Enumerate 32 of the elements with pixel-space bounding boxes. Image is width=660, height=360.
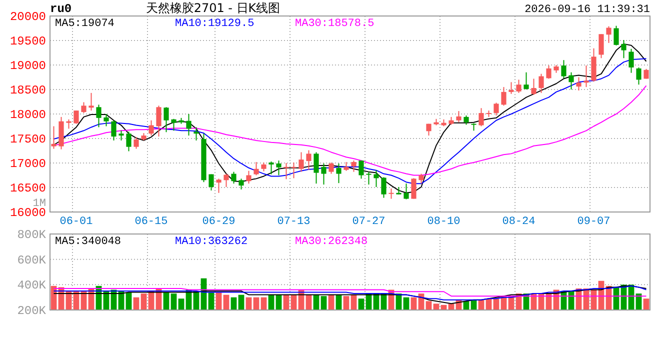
x-tick-label: 08-10 xyxy=(427,216,460,228)
chart-subtitle: 2026-09-16 11:39:31 xyxy=(524,4,650,16)
line-series xyxy=(53,288,647,297)
x-tick-label: 06-29 xyxy=(202,216,236,228)
text: MA30:18578.5 xyxy=(295,18,374,30)
text: MA5:19074 xyxy=(55,18,115,30)
text: MA10:19129.5 xyxy=(175,18,254,30)
y-tick-label: 17500 xyxy=(10,132,46,146)
y-tick-label: 19000 xyxy=(10,59,46,73)
y-tick-label: 200K xyxy=(17,304,47,318)
y-tick-label: 600K xyxy=(17,253,47,268)
y-tick-label: 16500 xyxy=(10,182,46,196)
y-tick-label: 400K xyxy=(17,278,47,293)
x-tick-label: 08-24 xyxy=(502,216,536,228)
x-tick-label: 06-01 xyxy=(60,216,94,228)
x-tick-label: 07-27 xyxy=(352,216,386,228)
y-tick-label: 17000 xyxy=(10,157,46,171)
text: MA5:340048 xyxy=(55,236,122,248)
text: MA10:363262 xyxy=(175,236,248,248)
x-tick-label: 09-07 xyxy=(577,216,610,228)
annotation: ru0 xyxy=(50,2,72,16)
y-tick-label: 16000 xyxy=(10,206,46,220)
y-tick-label: 800K xyxy=(17,228,47,242)
x-tick-label: 06-15 xyxy=(134,216,168,228)
x-tick-label: 07-13 xyxy=(277,216,310,228)
y-tick-label: 18500 xyxy=(10,84,46,98)
text: MA30:262348 xyxy=(295,236,368,248)
y-tick-label: 20000 xyxy=(10,10,46,24)
y-tick-label: 18000 xyxy=(10,108,46,122)
y-tick-label: 19500 xyxy=(10,34,46,48)
chart-title: 天然橡胶2701 - 日K线图 xyxy=(146,1,280,15)
line-series xyxy=(53,285,647,300)
